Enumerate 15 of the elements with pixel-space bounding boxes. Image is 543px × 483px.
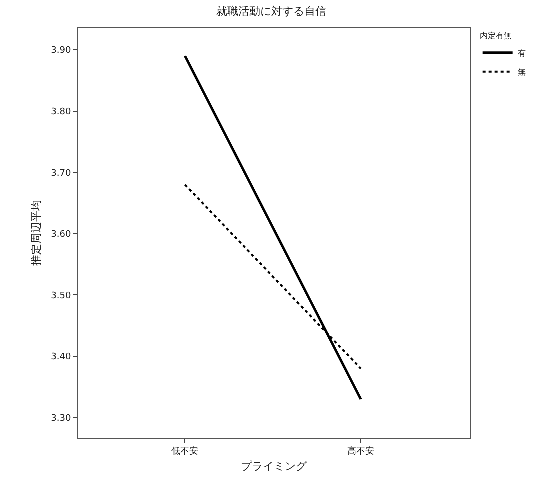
y-tick-label: 3.90 bbox=[51, 46, 72, 56]
legend-title: 内定有無 bbox=[480, 31, 512, 40]
chart-title: 就職活動に対する自信 bbox=[216, 4, 326, 18]
x-axis-title: プライミング bbox=[241, 460, 308, 473]
legend-label: 有 bbox=[518, 49, 526, 58]
y-tick-label: 3.70 bbox=[51, 168, 72, 179]
y-tick-label: 3.30 bbox=[51, 414, 72, 424]
y-tick-label: 3.40 bbox=[51, 352, 72, 363]
y-axis-title: 推定周辺平均 bbox=[30, 200, 43, 266]
y-tick-label: 3.60 bbox=[51, 230, 72, 240]
y-tick-label: 3.80 bbox=[51, 108, 72, 118]
x-tick-label: 高不安 bbox=[348, 446, 375, 457]
y-tick-label: 3.50 bbox=[51, 291, 72, 302]
x-tick-label: 低不安 bbox=[172, 446, 199, 457]
legend-label: 無 bbox=[518, 68, 526, 78]
